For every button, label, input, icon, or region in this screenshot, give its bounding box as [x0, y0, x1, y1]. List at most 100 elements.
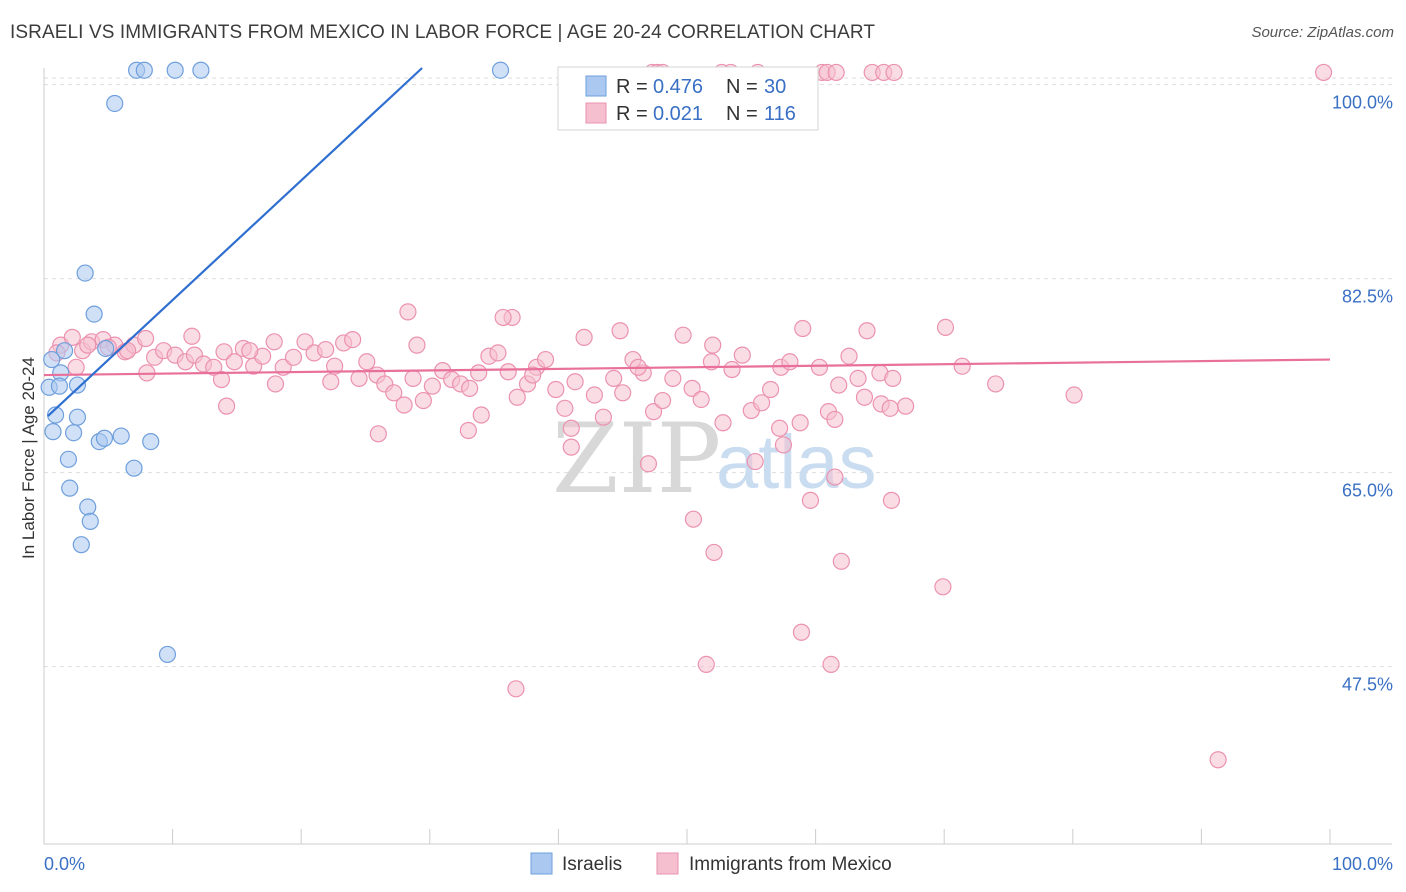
y-tick-label: 65.0%: [1342, 481, 1393, 501]
legend-r-value-israelis: 0.476: [653, 76, 703, 98]
mexico-point: [882, 491, 901, 509]
mexico-point: [840, 347, 858, 365]
mexico-point: [118, 342, 137, 360]
mexico-point: [683, 379, 701, 397]
mexico-point: [489, 344, 507, 362]
mexico-point: [369, 425, 387, 443]
trend-lines: [43, 67, 1331, 417]
watermark: ZIP atlas: [552, 403, 877, 515]
correlation-legend: R = 0.476 N = 30 R = 0.021 N = 116: [557, 66, 819, 131]
mexico-point: [556, 399, 574, 417]
israeli-point: [79, 498, 97, 516]
mexico-point: [826, 410, 844, 429]
mexico-point: [395, 396, 413, 414]
mexico-point: [752, 394, 771, 412]
israeli-point: [135, 61, 153, 79]
bottom-legend-label-mexico: Immigrants from Mexico: [689, 854, 892, 875]
israeli-point: [166, 61, 184, 79]
legend-n-value-mexico: 116: [764, 103, 796, 125]
legend-swatch-mexico: [585, 102, 607, 124]
mexico-point: [953, 357, 971, 375]
mexico-point: [885, 63, 903, 82]
legend-r-label-israelis: R =: [616, 76, 648, 98]
bottom-legend-label-israelis: Israelis: [562, 854, 622, 875]
mexico-point: [884, 369, 902, 387]
mexico-point: [684, 510, 703, 528]
mexico-point: [614, 384, 632, 402]
mexico-point: [702, 353, 721, 371]
israeli-point: [125, 459, 143, 477]
israeli-points: [40, 61, 510, 664]
mexico-point: [810, 358, 829, 376]
mexico-point: [830, 376, 848, 394]
mexico-point: [63, 328, 81, 346]
mexico-point: [987, 375, 1005, 393]
legend-n-label-israelis: N =: [726, 76, 758, 98]
mexico-point: [794, 319, 812, 338]
mexico-point: [697, 655, 715, 674]
mexico-point: [241, 342, 259, 360]
mexico-point: [399, 303, 417, 321]
mexico-point: [832, 552, 850, 570]
mexico-point: [770, 419, 789, 437]
y-tick-label: 82.5%: [1342, 287, 1393, 307]
mexico-trend-line: [43, 358, 1331, 377]
mexico-point: [781, 353, 799, 371]
mexico-point: [358, 353, 376, 371]
mexico-point: [692, 390, 710, 409]
israeli-point: [43, 350, 61, 369]
mexico-point: [611, 322, 629, 340]
legend-r-label-mexico: R =: [616, 103, 648, 125]
legend-n-value-israelis: 30: [764, 76, 786, 98]
mexico-point: [296, 333, 314, 351]
mexico-point: [265, 333, 283, 351]
mexico-point: [507, 680, 525, 698]
israeli-point: [44, 423, 62, 441]
chart-source: Source: ZipAtlas.com: [1251, 24, 1394, 41]
israeli-point: [112, 427, 130, 445]
mexico-point: [566, 373, 584, 391]
mexico-point: [547, 380, 565, 399]
israeli-point: [158, 645, 177, 664]
mexico-point: [826, 468, 844, 486]
israeli-point: [64, 424, 83, 442]
mexico-point: [322, 373, 340, 391]
watermark-atlas: atlas: [716, 420, 877, 505]
mexico-point: [714, 414, 732, 432]
mexico-point: [585, 386, 604, 404]
israeli-point: [192, 61, 210, 79]
mexico-point: [350, 369, 368, 387]
mexico-points: [48, 63, 1333, 769]
series-legend: Israelis Immigrants from Mexico: [530, 852, 892, 875]
mexico-point: [67, 358, 85, 376]
mexico-point: [461, 379, 479, 397]
mexico-point: [215, 343, 233, 361]
israeli-point: [72, 536, 90, 554]
mexico-point: [705, 543, 723, 562]
legend-r-value-mexico: 0.021: [653, 103, 703, 125]
mexico-point: [1314, 63, 1333, 82]
mexico-point: [644, 403, 663, 421]
y-tick-label: 47.5%: [1342, 675, 1393, 695]
mexico-point: [605, 369, 623, 387]
mexico-point: [704, 336, 722, 354]
mexico-point: [404, 369, 422, 387]
mexico-point: [792, 623, 811, 641]
mexico-point: [575, 328, 593, 346]
mexico-point: [562, 419, 580, 437]
israeli-trend-line: [47, 67, 423, 417]
mexico-point: [936, 318, 955, 337]
mexico-point: [385, 384, 403, 402]
israeli-point: [85, 305, 103, 323]
mexico-point: [774, 436, 793, 454]
israeli-point: [491, 61, 510, 79]
mexico-point: [183, 327, 201, 345]
israeli-point: [61, 479, 79, 497]
mexico-point: [218, 397, 236, 415]
mexico-point: [414, 391, 432, 410]
x-tick-label-max: 100.0%: [1332, 854, 1393, 874]
mexico-point: [827, 63, 845, 82]
mexico-point: [284, 348, 303, 366]
mexico-point: [459, 421, 477, 440]
mexico-point: [855, 388, 874, 406]
